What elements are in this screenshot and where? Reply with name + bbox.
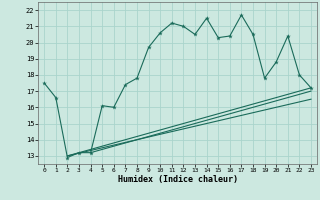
X-axis label: Humidex (Indice chaleur): Humidex (Indice chaleur) [118,175,238,184]
